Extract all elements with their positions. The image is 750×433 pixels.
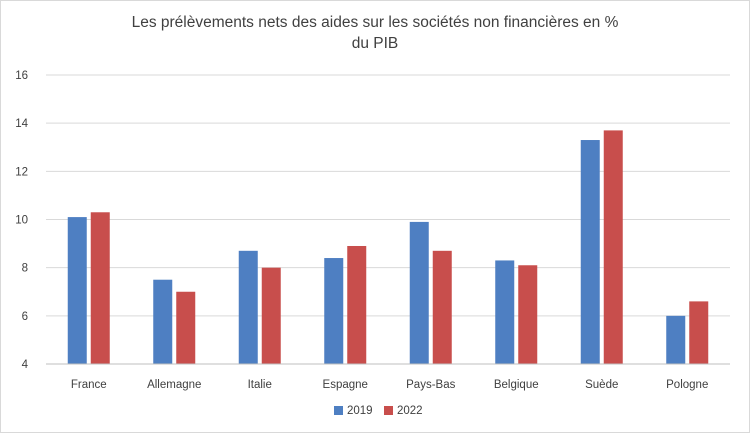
bar-2022-pays-bas (432, 250, 452, 364)
x-tick-label: Pologne (666, 379, 708, 391)
legend-label-2019: 2019 (347, 405, 373, 417)
chart-title-line-1: Les prélèvements nets des aides sur les … (132, 14, 619, 31)
y-tick-label: 12 (15, 166, 28, 178)
x-tick-label: Italie (248, 379, 272, 391)
x-tick-label: Allemagne (147, 379, 201, 391)
x-tick-label: Espagne (323, 379, 368, 391)
x-tick-label: Belgique (494, 379, 539, 391)
bar-2019-pays-bas (409, 221, 429, 364)
y-tick-label: 10 (15, 215, 28, 227)
legend-swatch-2022 (384, 406, 393, 415)
bar-2022-allemagne (176, 291, 196, 364)
chart-title-line-2: du PIB (352, 35, 399, 52)
x-tick-label: France (71, 379, 107, 391)
bar-2019-allemagne (153, 279, 173, 364)
bars (67, 130, 709, 364)
bar-2022-italie (261, 267, 281, 364)
bar-2019-italie (238, 250, 258, 364)
y-tick-label: 6 (22, 311, 28, 323)
y-tick-label: 16 (15, 70, 28, 82)
bar-2019-belgique (495, 260, 515, 364)
legend: 2019 2022 (334, 405, 423, 417)
legend-swatch-2019 (334, 406, 343, 415)
bar-2019-suède (580, 140, 600, 364)
bar-2019-pologne (666, 315, 686, 364)
x-axis-tick-labels: France Allemagne Italie Espagne Pays-Bas Belg… (71, 379, 709, 391)
bar-2022-france (90, 212, 110, 364)
bar-2022-espagne (347, 245, 367, 364)
y-tick-label: 4 (22, 359, 29, 371)
x-tick-label: Suède (585, 379, 618, 391)
legend-label-2022: 2022 (397, 405, 423, 417)
y-axis-tick-labels: 4 6 8 10 12 14 16 (15, 70, 28, 371)
y-tick-label: 8 (22, 263, 28, 275)
bar-2022-pologne (689, 301, 709, 364)
bar-2022-belgique (518, 265, 538, 364)
bar-2019-france (67, 217, 87, 364)
bar-2022-suède (603, 130, 623, 364)
bar-2019-espagne (324, 258, 344, 364)
x-tick-label: Pays-Bas (406, 379, 455, 391)
y-tick-label: 14 (15, 118, 28, 130)
